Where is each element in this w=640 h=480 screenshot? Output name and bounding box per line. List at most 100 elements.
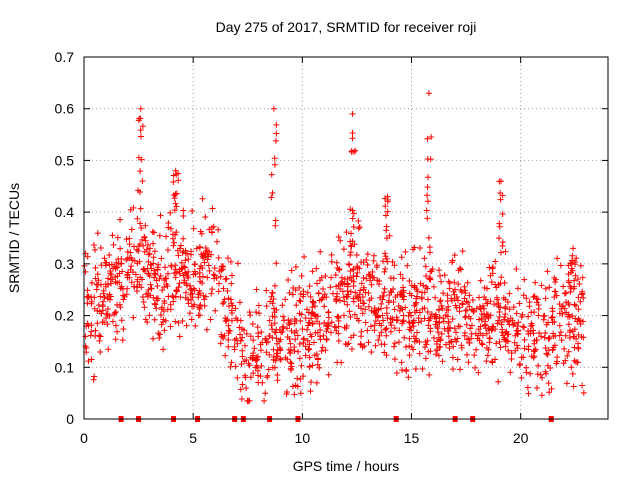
- data-point: [304, 326, 311, 333]
- data-point: [117, 216, 124, 223]
- data-point: [495, 378, 502, 385]
- data-point: [383, 325, 390, 332]
- data-point: [400, 284, 407, 291]
- data-point: [135, 248, 142, 254]
- data-point: [202, 213, 209, 220]
- data-point: [110, 241, 117, 248]
- data-point: [183, 282, 190, 289]
- data-point: [530, 347, 537, 354]
- data-point: [355, 225, 362, 232]
- data-point: [172, 200, 179, 207]
- data-point: [561, 290, 568, 297]
- data-point: [470, 307, 477, 314]
- data-point: [542, 295, 549, 302]
- data-point: [387, 319, 394, 326]
- data-point: [421, 344, 428, 351]
- data-point: [328, 319, 335, 326]
- data-point: [391, 325, 398, 332]
- data-point: [495, 303, 502, 310]
- data-points: [81, 90, 587, 404]
- data-point: [173, 203, 180, 210]
- data-point: [105, 346, 112, 353]
- data-point: [211, 275, 218, 282]
- data-point: [525, 313, 532, 320]
- data-point: [130, 314, 137, 321]
- data-point: [144, 265, 151, 272]
- data-point: [445, 278, 452, 285]
- data-point: [413, 293, 420, 300]
- data-point: [357, 287, 364, 294]
- data-point: [390, 299, 397, 306]
- data-point: [487, 298, 494, 305]
- data-point: [505, 347, 512, 354]
- data-point: [403, 343, 410, 350]
- data-point: [386, 232, 393, 239]
- data-point: [184, 272, 191, 279]
- data-point: [400, 312, 407, 319]
- data-point: [239, 381, 246, 388]
- data-point: [505, 318, 512, 325]
- data-point: [107, 267, 114, 274]
- data-point: [466, 303, 473, 310]
- data-point: [273, 130, 280, 137]
- data-point: [340, 312, 347, 319]
- data-point: [426, 249, 433, 256]
- data-point: [117, 304, 124, 311]
- data-point: [424, 192, 431, 199]
- data-point: [478, 316, 485, 323]
- data-point: [455, 323, 462, 330]
- data-point: [294, 332, 301, 339]
- data-point: [171, 239, 178, 246]
- data-point: [231, 343, 238, 350]
- data-point: [572, 302, 579, 309]
- data-point: [507, 315, 514, 322]
- data-point: [400, 293, 407, 300]
- data-point: [288, 267, 295, 274]
- data-point: [286, 321, 293, 328]
- data-point: [104, 321, 111, 328]
- data-point: [433, 341, 440, 348]
- data-point: [488, 279, 495, 286]
- data-point: [318, 347, 325, 354]
- data-point: [185, 300, 192, 307]
- data-point: [127, 266, 134, 273]
- data-point: [526, 299, 533, 306]
- data-point: [502, 296, 509, 303]
- data-point: [106, 291, 113, 298]
- data-point: [482, 321, 489, 328]
- data-point: [365, 339, 372, 346]
- data-point: [137, 220, 144, 227]
- data-point: [196, 265, 203, 272]
- data-point: [574, 276, 581, 283]
- data-point: [257, 341, 264, 348]
- data-point: [159, 287, 166, 294]
- data-point: [542, 285, 549, 292]
- data-point: [298, 362, 305, 369]
- data-point: [131, 283, 138, 290]
- data-point: [514, 345, 521, 352]
- data-point: [172, 231, 179, 238]
- data-point: [499, 210, 506, 217]
- data-point: [118, 283, 125, 290]
- data-point: [428, 134, 435, 141]
- data-point: [442, 341, 449, 348]
- data-point: [454, 335, 461, 342]
- data-point: [362, 319, 369, 326]
- data-point: [315, 355, 322, 362]
- data-point: [530, 293, 537, 300]
- data-point: [218, 333, 225, 340]
- data-point: [273, 260, 280, 267]
- data-point: [141, 268, 148, 275]
- data-point: [557, 329, 564, 336]
- data-point: [462, 307, 469, 314]
- data-point: [313, 318, 320, 325]
- data-point: [343, 325, 350, 332]
- data-point: [352, 289, 359, 296]
- data-point: [339, 278, 346, 285]
- data-point: [348, 243, 355, 250]
- data-point: [438, 278, 445, 285]
- data-point: [545, 347, 552, 354]
- data-point: [313, 265, 320, 272]
- data-point: [535, 305, 542, 312]
- data-point: [164, 283, 171, 290]
